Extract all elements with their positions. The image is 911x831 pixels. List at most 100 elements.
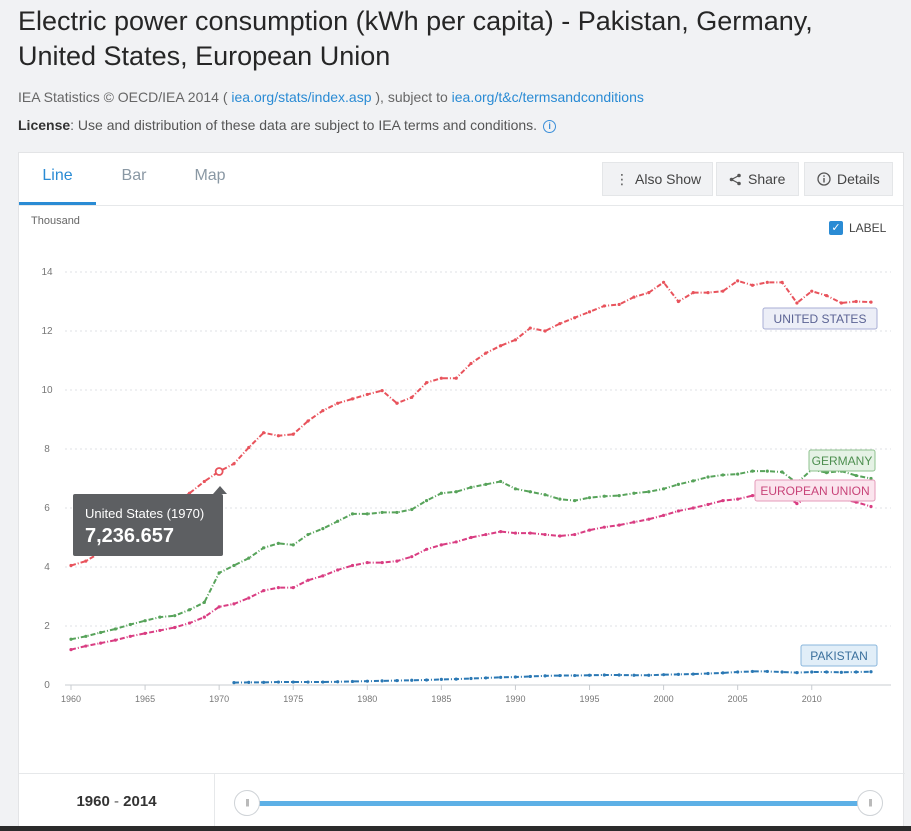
data-point [128,622,132,627]
data-point [395,559,399,563]
data-point [721,289,725,293]
data-point [795,301,799,305]
data-point [173,625,177,630]
data-point [736,497,740,501]
data-point [202,479,206,484]
data-point [676,299,681,304]
data-point [632,491,636,495]
source-link-terms[interactable]: iea.org/t&c/termsandconditions [451,89,644,105]
data-point [765,469,769,473]
series-label: EUROPEAN UNION [760,484,869,498]
data-point [484,676,488,680]
series-label: UNITED STATES [774,312,867,326]
data-point [617,673,621,677]
data-point [810,670,814,674]
data-point [780,280,784,284]
series-label: GERMANY [812,454,873,468]
data-point [365,560,369,565]
y-tick-label: 2 [44,621,50,632]
y-axis-unit-label: Thousand [31,215,80,227]
data-point [528,490,532,494]
data-point [232,563,236,568]
year-range-slider[interactable] [247,801,869,806]
source-link-stats[interactable]: iea.org/stats/index.asp [231,89,372,105]
license-text: : Use and distribution of these data are… [70,117,538,133]
data-point [558,322,562,326]
also-show-button[interactable]: ⋮ Also Show [602,162,713,196]
y-tick-label: 12 [41,326,53,337]
data-point [750,469,755,473]
data-point [84,644,88,648]
data-point [839,670,843,674]
year-range-text: 1960 - 2014 [19,774,214,831]
data-point [513,531,518,535]
x-tick-label: 1985 [431,694,451,704]
data-point [706,291,710,295]
data-point [321,574,325,578]
data-point [321,680,325,684]
data-point [587,528,592,532]
data-point [513,338,518,342]
data-point [454,677,458,681]
data-point [128,634,132,638]
data-point [736,279,740,283]
source-line: IEA Statistics © OECD/IEA 2014 ( iea.org… [18,89,644,105]
y-tick-label: 8 [44,444,50,455]
data-point [410,507,414,512]
data-point [869,300,873,304]
data-point [647,490,651,494]
x-tick-label: 1975 [283,694,303,704]
label-checkbox[interactable]: ✓ [829,221,843,235]
data-point [602,525,606,529]
x-tick-label: 1970 [209,694,229,704]
data-point [202,615,206,619]
data-point [321,409,325,413]
data-point [602,304,606,308]
data-point [765,669,769,674]
data-point [424,381,429,385]
range-end-handle[interactable]: ||| [857,790,883,816]
label-toggle[interactable]: ✓ LABEL [829,221,886,235]
y-tick-label: 10 [41,385,53,396]
info-icon[interactable]: i [543,120,557,133]
data-point [306,419,310,423]
data-point [439,376,443,380]
share-button[interactable]: Share [716,162,799,196]
data-point [602,673,606,677]
data-point [543,674,547,678]
data-point [691,506,695,510]
source-mid: ), subject to [375,89,448,105]
data-point [528,326,532,330]
data-point [573,532,577,537]
tab-bar[interactable]: Bar [121,167,147,184]
data-point [350,397,355,401]
y-tick-label: 0 [44,680,50,691]
data-point [869,670,873,674]
data-point [454,540,458,544]
data-point [795,671,799,675]
data-point [454,376,458,380]
range-start-handle[interactable]: ||| [234,790,260,816]
x-tick-label: 1960 [61,694,81,704]
data-point [69,563,73,568]
data-point [261,589,266,593]
range-end: 2014 [123,793,157,810]
tab-line[interactable]: Line [19,153,96,205]
tooltip-value: 7,236.657 [85,525,174,547]
data-point [839,301,843,305]
data-point [247,445,251,450]
data-point [587,310,592,314]
data-point [780,470,784,474]
tab-map[interactable]: Map [194,167,226,184]
more-vertical-icon: ⋮ [615,171,629,187]
also-show-label: Also Show [635,171,702,187]
data-point [380,510,384,515]
share-label: Share [748,171,786,187]
license-line: License: Use and distribution of these d… [18,117,557,133]
data-point [113,638,118,642]
data-point [750,283,755,287]
details-button[interactable]: Details [804,162,893,196]
data-point [499,479,503,484]
data-point [691,479,695,483]
data-point [499,530,503,534]
